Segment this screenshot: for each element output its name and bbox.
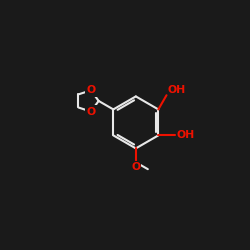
- Text: OH: OH: [168, 85, 186, 95]
- Text: O: O: [86, 106, 96, 117]
- Text: O: O: [131, 162, 140, 172]
- Text: OH: OH: [176, 130, 194, 140]
- Text: O: O: [86, 85, 96, 95]
